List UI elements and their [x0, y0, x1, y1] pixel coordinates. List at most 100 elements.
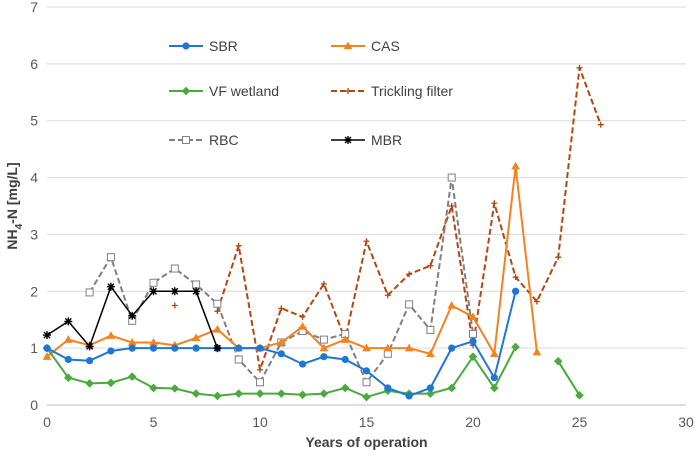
point-vf-wetland	[553, 356, 563, 366]
point-rbc	[192, 280, 201, 289]
point-sbr	[192, 344, 200, 352]
point-trickling-filter	[597, 121, 604, 128]
point-rbc	[213, 299, 222, 308]
legend-label: VF wetland	[209, 83, 279, 99]
point-vf-wetland	[213, 391, 222, 401]
legend-marker-trickling-filter	[345, 88, 351, 94]
point-cas	[319, 343, 329, 352]
point-vf-wetland	[298, 390, 307, 400]
point-trickling-filter	[299, 313, 306, 320]
point-rbc	[319, 335, 328, 344]
point-cas	[447, 301, 456, 309]
series-line-vf-wetland	[557, 360, 581, 396]
point-mbr	[170, 287, 179, 296]
point-mbr	[192, 287, 201, 296]
point-cas	[277, 337, 286, 346]
point-mbr	[106, 282, 115, 291]
legend-marker-cas	[343, 41, 353, 50]
point-rbc	[426, 325, 435, 334]
point-trickling-filter	[427, 262, 434, 269]
point-sbr	[490, 374, 498, 382]
series-layer	[42, 64, 604, 402]
point-sbr	[341, 355, 349, 364]
series-trickling-filter	[171, 64, 604, 373]
legend-marker-rbc	[182, 136, 190, 144]
x-tick-label: 5	[150, 414, 158, 430]
x-tick-label: 20	[465, 414, 481, 430]
point-trickling-filter	[235, 242, 242, 249]
point-cas	[106, 331, 116, 339]
series-line-trickling-filter	[216, 67, 602, 371]
y-axis-title-sub: 4	[14, 223, 25, 229]
legend-label: SBR	[209, 38, 238, 54]
legend-label: RBC	[209, 132, 239, 148]
point-vf-wetland	[468, 352, 478, 361]
point-sbr	[235, 344, 243, 352]
point-sbr	[64, 355, 72, 364]
legend-label: CAS	[371, 38, 400, 54]
point-mbr	[64, 317, 73, 326]
point-rbc	[383, 349, 392, 358]
legend-marker-mbr	[344, 136, 352, 144]
x-tick-label: 10	[252, 414, 268, 430]
point-sbr	[469, 337, 477, 345]
point-sbr	[511, 287, 520, 295]
point-mbr	[213, 344, 222, 353]
point-trickling-filter	[555, 254, 562, 261]
point-vf-wetland	[191, 389, 201, 398]
y-axis-title-main: NH	[4, 229, 20, 249]
point-mbr	[85, 342, 94, 351]
point-sbr	[107, 347, 115, 355]
point-cas	[511, 161, 520, 170]
point-rbc	[447, 173, 456, 182]
legend-item-sbr: SBR	[169, 38, 238, 54]
point-vf-wetland	[340, 383, 350, 393]
point-cas	[340, 335, 350, 343]
legend-item-mbr: MBR	[331, 132, 402, 148]
point-sbr	[320, 353, 328, 361]
point-trickling-filter	[512, 274, 519, 281]
point-sbr	[426, 384, 434, 392]
y-tick-label: 4	[30, 170, 38, 186]
legend-item-vf-wetland: VF wetland	[169, 83, 279, 99]
point-trickling-filter	[363, 238, 370, 245]
point-trickling-filter	[576, 64, 583, 71]
point-rbc	[170, 264, 179, 273]
point-vf-wetland	[127, 372, 137, 381]
point-vf-wetland	[447, 383, 456, 393]
point-vf-wetland	[64, 373, 73, 383]
point-vf-wetland	[490, 383, 499, 393]
point-cas	[383, 343, 393, 352]
series-mbr	[43, 282, 222, 353]
y-tick-label: 2	[30, 283, 38, 299]
point-vf-wetland	[149, 383, 158, 393]
series-vf-wetland	[42, 342, 584, 402]
point-sbr	[405, 392, 413, 400]
y-tick-label: 3	[30, 226, 38, 242]
point-sbr	[256, 344, 264, 352]
point-sbr	[448, 344, 456, 352]
point-rbc	[256, 378, 264, 387]
point-trickling-filter	[533, 298, 540, 305]
x-tick-label: 15	[359, 414, 375, 430]
point-cas	[298, 322, 307, 330]
y-tick-label: 6	[30, 56, 38, 72]
point-trickling-filter	[171, 302, 178, 309]
y-axis-title: NH4-N [mg/L]	[4, 162, 25, 249]
point-vf-wetland	[255, 389, 265, 398]
point-vf-wetland	[362, 392, 371, 402]
point-sbr	[362, 367, 371, 375]
x-axis-ticks: 0 5 10 15 20 25 30	[43, 414, 694, 430]
point-rbc	[234, 355, 243, 364]
point-trickling-filter	[448, 203, 455, 209]
legend-item-trickling-filter: Trickling filter	[331, 83, 453, 99]
series-cas	[42, 161, 542, 360]
point-cas	[404, 343, 414, 352]
point-rbc	[405, 300, 414, 309]
point-trickling-filter	[491, 200, 498, 207]
x-tick-label: 0	[43, 414, 51, 430]
gridlines	[47, 6, 686, 349]
point-trickling-filter	[257, 366, 263, 373]
legend-item-cas: CAS	[331, 38, 400, 54]
